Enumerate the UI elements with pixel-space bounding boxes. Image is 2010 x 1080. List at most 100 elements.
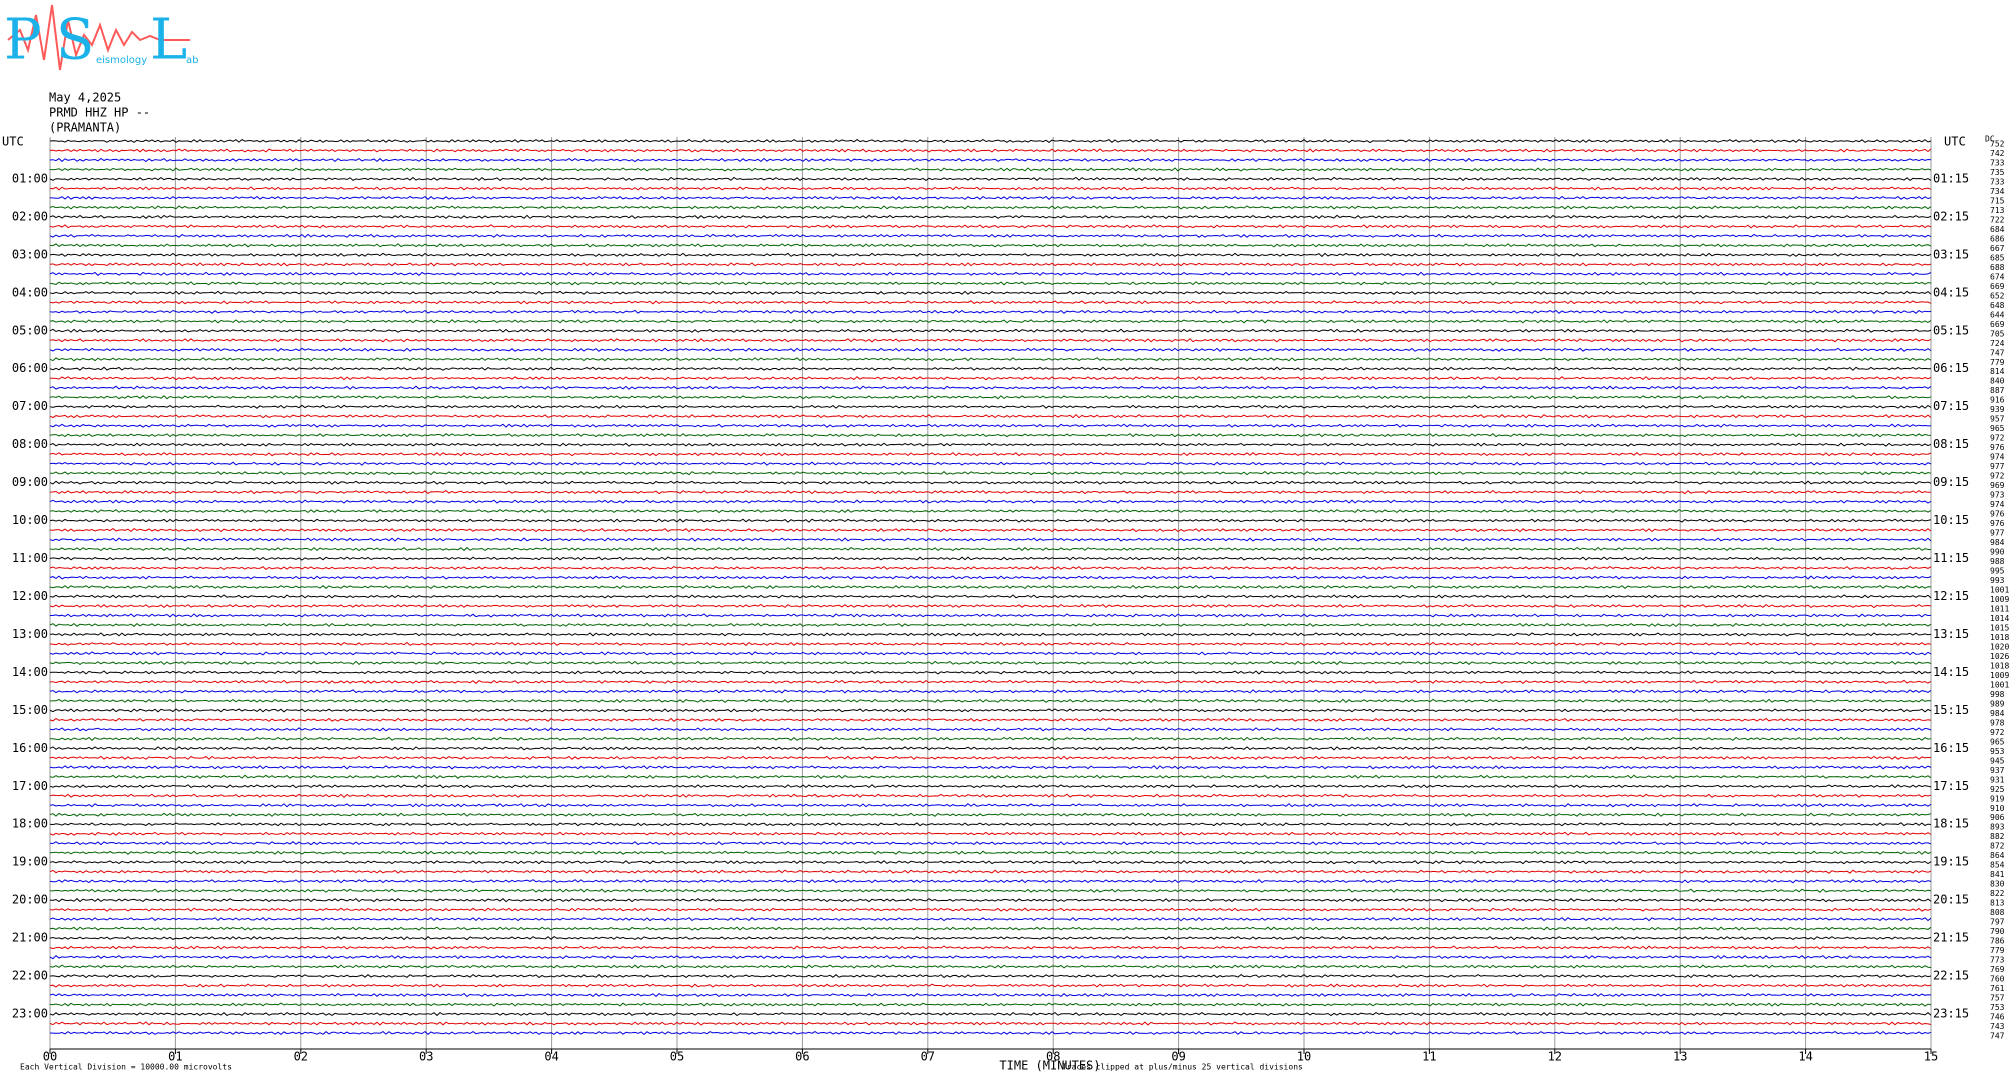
trace [49,138,1932,144]
hour-label-right: 20:15 [1933,893,1969,907]
trace [49,376,1932,381]
hour-label: 09:00 [12,475,48,489]
hour-label-right: 19:15 [1933,855,1969,869]
trace [49,822,1932,827]
offset-label: 786 [1990,937,2005,946]
offset-label: 989 [1990,699,2005,708]
offset-label: 919 [1990,794,2005,803]
x-tick-label: 05 [670,1050,684,1064]
offset-label: 990 [1990,548,2005,557]
trace [49,499,1932,504]
hour-label-right: 05:15 [1933,323,1969,337]
offset-label: 747 [1990,348,2005,357]
trace [49,879,1932,884]
trace [49,186,1932,191]
logo-letter: S [56,8,94,73]
offset-label: 688 [1990,263,2005,272]
offset-label: 887 [1990,386,2005,395]
trace [49,214,1932,220]
hour-label: 16:00 [12,741,48,755]
trace [49,385,1932,390]
x-tick-label: 04 [544,1050,558,1064]
trace [49,765,1932,770]
trace [49,641,1932,647]
trace [49,300,1932,305]
trace [49,205,1932,210]
offset-label: 937 [1990,766,2005,775]
chart-title: May 4,2025 [49,91,121,105]
offset-label: 684 [1990,225,2005,234]
x-tick-label: 13 [1673,1050,1687,1064]
trace [49,736,1932,741]
offset-label: 1026 [1990,652,2009,661]
trace [49,252,1932,258]
offset-label: 977 [1990,462,2005,471]
trace [50,195,1932,201]
trace [49,955,1932,960]
hour-label-right: 10:15 [1933,513,1969,527]
trace [49,309,1932,314]
hour-label-right: 21:15 [1933,931,1969,945]
offset-label: 993 [1990,576,2005,585]
note-left: Each Vertical Division = 10000.00 microv… [20,1063,232,1072]
hour-label: 05:00 [12,323,48,337]
hour-label-right: 16:15 [1933,741,1969,755]
hour-label: 03:00 [12,247,48,261]
trace [49,584,1932,590]
trace [49,660,1932,666]
offset-label: 790 [1990,927,2005,936]
hour-label-right: 18:15 [1933,817,1969,831]
offset-label: 977 [1990,529,2005,538]
hour-label-right: 03:15 [1933,247,1969,261]
offset-label: 953 [1990,747,2005,756]
x-tick-label: 10 [1297,1050,1311,1064]
offset-label: 722 [1990,215,2005,224]
trace [49,964,1932,969]
offset-label: 753 [1990,1003,2005,1012]
offset-label: 972 [1990,472,2005,481]
trace [49,347,1932,352]
hour-label: 17:00 [12,779,48,793]
trace [49,670,1932,675]
hour-label: 06:00 [12,361,48,375]
offset-label: 1001 [1990,680,2009,689]
trace [49,357,1932,362]
trace [49,784,1932,789]
trace [49,366,1932,371]
trace [49,898,1932,903]
hour-label: 19:00 [12,855,48,869]
trace [49,945,1932,950]
offset-label: 685 [1990,253,2005,262]
offset-label: 965 [1990,424,2005,433]
logo-squiggle [7,4,190,71]
trace [50,698,1932,703]
offset-label: 965 [1990,737,2005,746]
hour-label: 07:00 [12,399,48,413]
offset-label: 760 [1990,975,2005,984]
trace [49,489,1932,495]
offset-label: 893 [1990,823,2005,832]
offset-label: 757 [1990,994,2005,1003]
offset-label: 840 [1990,377,2005,386]
hour-label-right: 17:15 [1933,779,1969,793]
offset-label: 974 [1990,500,2005,509]
trace [49,689,1932,694]
offset-label: 841 [1990,870,2005,879]
hour-label: 10:00 [12,513,48,527]
logo: P S L eismology ab [4,4,198,73]
trace [49,983,1932,988]
trace [49,338,1932,343]
hour-label-right: 06:15 [1933,361,1969,375]
trace [49,622,1932,628]
trace [49,319,1932,324]
offset-label: 779 [1990,358,2005,367]
offset-label: 916 [1990,396,2005,405]
offset-label: 872 [1990,842,2005,851]
offset-label: 769 [1990,965,2005,974]
offset-label: 984 [1990,538,2005,547]
x-tick-label: 06 [795,1050,809,1064]
offset-label: 984 [1990,709,2005,718]
trace [49,556,1932,561]
trace [49,651,1932,656]
x-tick-label: 15 [1924,1050,1938,1064]
